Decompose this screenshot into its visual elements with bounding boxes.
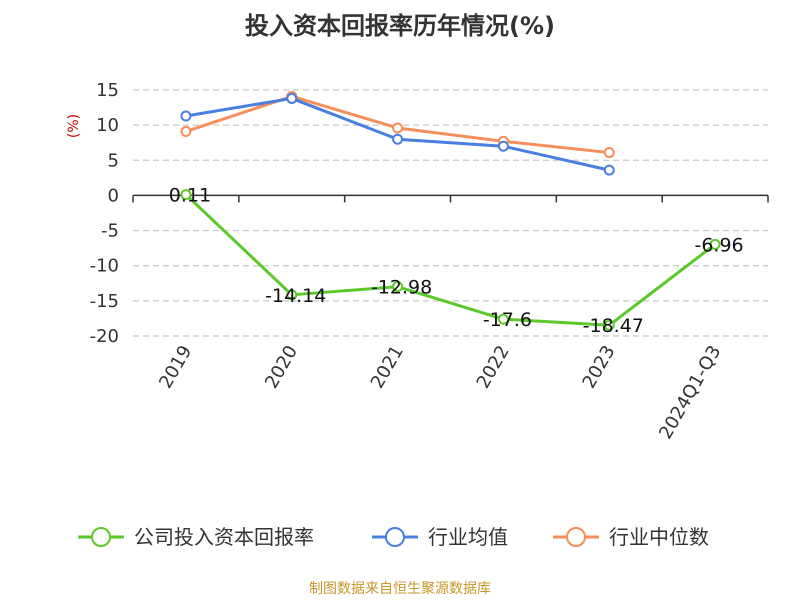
legend: 公司投入资本回报率 行业均值 行业中位数: [78, 525, 709, 549]
source-note: 制图数据来自恒生聚源数据库: [309, 581, 491, 597]
legend-swatch-marker: [91, 527, 111, 547]
legend-swatch-marker: [385, 527, 405, 547]
legend-label: 公司投入资本回报率: [134, 525, 314, 549]
data-labels: 0.11 -14.14 -12.98 -17.6 -18.47 -6.96: [169, 185, 744, 338]
y-axis-label: (%): [66, 114, 82, 138]
legend-swatch-marker: [566, 527, 586, 547]
data-point: [603, 147, 615, 159]
series-lines: [180, 90, 721, 331]
data-point: [286, 92, 298, 104]
data-label: -17.6: [483, 309, 532, 331]
y-tick-label: -15: [90, 291, 119, 312]
data-point: [603, 164, 615, 176]
y-tick-label: -20: [90, 326, 119, 347]
data-point: [180, 125, 192, 137]
data-point: [392, 122, 404, 134]
y-tick-label: 15: [96, 80, 119, 101]
legend-label: 行业均值: [428, 525, 508, 549]
x-tick-label: 2024Q1-Q3: [655, 342, 725, 443]
data-point: [286, 289, 298, 301]
data-label: -12.98: [371, 277, 432, 299]
y-tick-label: 5: [108, 150, 119, 171]
x-tick-label: 2023: [578, 342, 619, 392]
data-point: [497, 140, 509, 152]
x-tick-label: 2022: [473, 342, 514, 392]
gridlines: [133, 89, 768, 337]
data-point: [392, 281, 404, 293]
x-tick-label: 2019: [155, 342, 196, 392]
chart-title: 投入资本回报率历年情况(%): [245, 12, 555, 40]
x-tick-label: 2021: [367, 342, 408, 392]
data-point: [497, 313, 509, 325]
data-point: [392, 133, 404, 145]
data-label: -18.47: [583, 315, 644, 337]
data-point: [180, 110, 192, 122]
series-line-0: [184, 193, 716, 327]
data-point: [180, 189, 192, 201]
y-tick-label: -5: [101, 221, 119, 242]
legend-label: 行业中位数: [609, 525, 709, 549]
data-label: -14.14: [265, 285, 326, 307]
data-label: 0.11: [169, 185, 211, 207]
y-tick-label: 10: [96, 115, 119, 136]
x-tick-label: 2020: [261, 342, 302, 392]
y-tick-label: -10: [90, 256, 119, 277]
data-point: [603, 319, 615, 331]
axes: 15 10 5 0 -5 -10 -15 -20 (%) 2019 2020 2021 2022 2023…: [66, 80, 769, 443]
data-point: [709, 238, 721, 250]
y-tick-label: 0: [108, 185, 119, 206]
data-label: -6.96: [694, 234, 743, 256]
